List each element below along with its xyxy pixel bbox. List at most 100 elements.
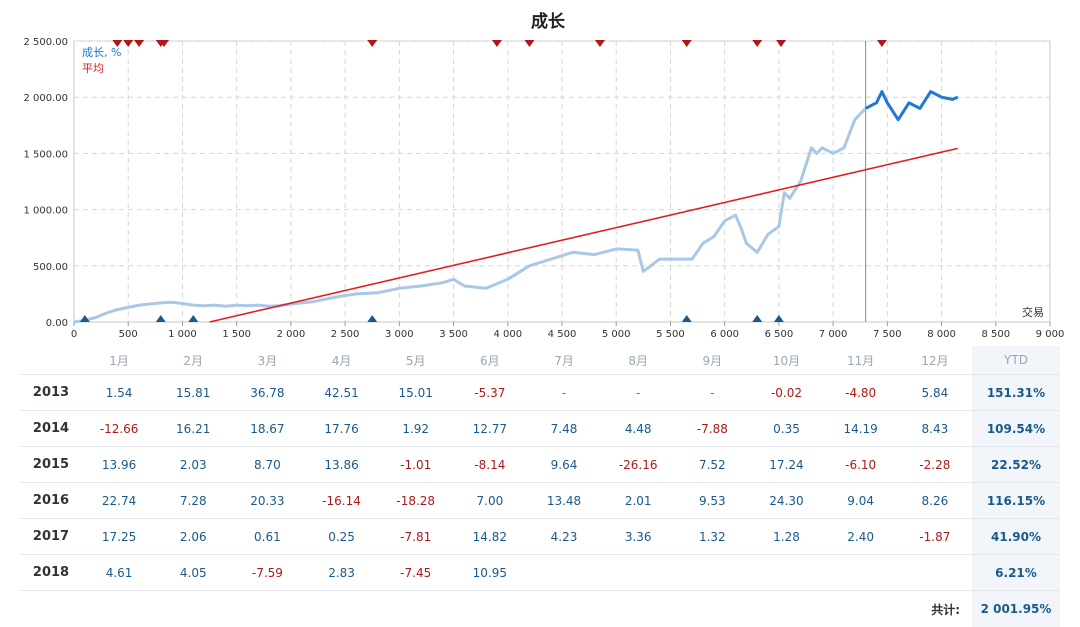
- month-cell: -: [675, 375, 749, 411]
- red-down-marker: [492, 40, 502, 47]
- month-cell: 9.53: [675, 483, 749, 519]
- month-cell: -: [527, 375, 601, 411]
- legend-average: 平均: [82, 62, 104, 75]
- red-down-marker: [877, 40, 887, 47]
- month-cell: 36.78: [230, 375, 304, 411]
- x-tick-label: 2 500: [331, 329, 360, 340]
- month-header: 7月: [527, 346, 601, 375]
- x-tick-label: 4 500: [548, 329, 577, 340]
- month-header: 12月: [898, 346, 972, 375]
- month-cell: [824, 555, 898, 591]
- month-cell: 24.30: [749, 483, 823, 519]
- blue-up-marker: [367, 315, 377, 322]
- year-cell: 2013: [20, 375, 82, 411]
- month-cell: 13.86: [304, 447, 378, 483]
- red-down-marker: [752, 40, 762, 47]
- month-header: 8月: [601, 346, 675, 375]
- x-tick-label: 2 000: [277, 329, 306, 340]
- x-tick-label: 3 000: [385, 329, 414, 340]
- x-tick-label: 1 000: [168, 329, 197, 340]
- y-tick-label: 1 500.00: [23, 149, 68, 160]
- ytd-cell: 151.31%: [972, 375, 1060, 411]
- month-cell: 2.01: [601, 483, 675, 519]
- month-cell: 22.74: [82, 483, 156, 519]
- month-cell: -8.14: [453, 447, 527, 483]
- month-cell: 1.54: [82, 375, 156, 411]
- month-cell: -18.28: [379, 483, 453, 519]
- month-cell: 18.67: [230, 411, 304, 447]
- growth-line: [74, 108, 866, 322]
- month-cell: 9.64: [527, 447, 601, 483]
- x-tick-label: 4 000: [493, 329, 522, 340]
- month-cell: 17.24: [749, 447, 823, 483]
- year-header: [20, 346, 82, 375]
- ytd-cell: 41.90%: [972, 519, 1060, 555]
- y-tick-label: 500.00: [33, 262, 68, 273]
- x-tick-label: 0: [71, 329, 77, 340]
- month-cell: -7.59: [230, 555, 304, 591]
- x-tick-label: 500: [119, 329, 138, 340]
- x-tick-label: 3 500: [439, 329, 468, 340]
- month-cell: 0.35: [749, 411, 823, 447]
- month-cell: 9.04: [824, 483, 898, 519]
- month-cell: 1.28: [749, 519, 823, 555]
- average-line: [210, 148, 958, 322]
- blue-up-marker: [682, 315, 692, 322]
- x-axis-label: 交易: [1022, 305, 1044, 319]
- red-down-marker: [524, 40, 534, 47]
- month-header: 3月: [230, 346, 304, 375]
- month-header: 5月: [379, 346, 453, 375]
- month-cell: 14.19: [824, 411, 898, 447]
- month-cell: 16.21: [156, 411, 230, 447]
- ytd-cell: 116.15%: [972, 483, 1060, 519]
- month-cell: 42.51: [304, 375, 378, 411]
- month-cell: 14.82: [453, 519, 527, 555]
- x-tick-label: 7 000: [819, 329, 848, 340]
- growth-line-highlight: [866, 92, 958, 120]
- month-cell: 3.36: [601, 519, 675, 555]
- month-cell: -5.37: [453, 375, 527, 411]
- month-cell: 7.28: [156, 483, 230, 519]
- month-cell: 2.83: [304, 555, 378, 591]
- month-cell: [749, 555, 823, 591]
- month-cell: 10.95: [453, 555, 527, 591]
- x-tick-label: 7 500: [873, 329, 902, 340]
- month-header: 10月: [749, 346, 823, 375]
- month-cell: 4.48: [601, 411, 675, 447]
- month-cell: -16.14: [304, 483, 378, 519]
- month-cell: 8.43: [898, 411, 972, 447]
- month-cell: 4.23: [527, 519, 601, 555]
- month-cell: [898, 555, 972, 591]
- ytd-cell: 109.54%: [972, 411, 1060, 447]
- legend-growth: 成长, %: [82, 46, 121, 59]
- month-header: 6月: [453, 346, 527, 375]
- x-tick-label: 5 500: [656, 329, 685, 340]
- ytd-cell: 6.21%: [972, 555, 1060, 591]
- ytd-cell: 22.52%: [972, 447, 1060, 483]
- total-label: 共计:: [20, 591, 972, 627]
- month-cell: 20.33: [230, 483, 304, 519]
- month-cell: 13.48: [527, 483, 601, 519]
- month-cell: 7.00: [453, 483, 527, 519]
- red-down-marker: [123, 40, 133, 47]
- month-cell: 2.40: [824, 519, 898, 555]
- year-cell: 2017: [20, 519, 82, 555]
- month-cell: [527, 555, 601, 591]
- blue-up-marker: [188, 315, 198, 322]
- month-cell: 12.77: [453, 411, 527, 447]
- x-tick-label: 5 000: [602, 329, 631, 340]
- month-cell: -7.45: [379, 555, 453, 591]
- month-cell: -6.10: [824, 447, 898, 483]
- total-value: 2 001.95%: [972, 591, 1060, 627]
- month-cell: -0.02: [749, 375, 823, 411]
- year-cell: 2016: [20, 483, 82, 519]
- month-cell: 7.52: [675, 447, 749, 483]
- month-cell: -2.28: [898, 447, 972, 483]
- blue-up-marker: [156, 315, 166, 322]
